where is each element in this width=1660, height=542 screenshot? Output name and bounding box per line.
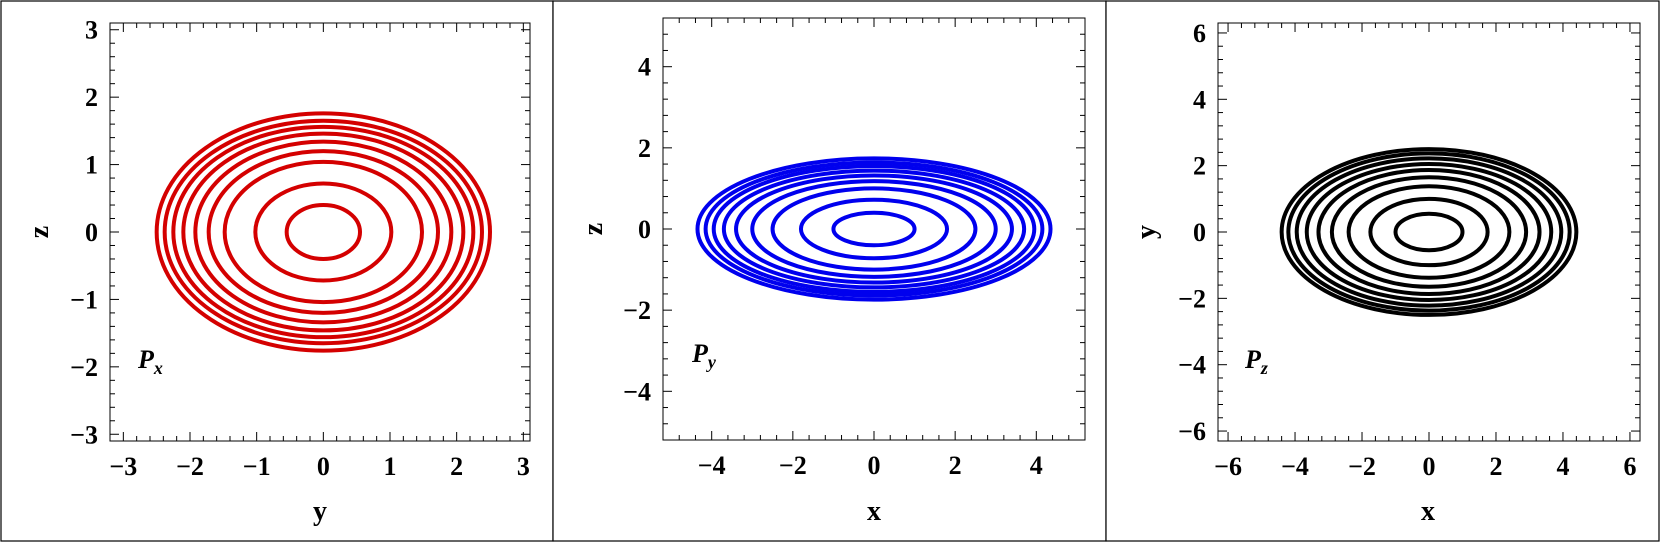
panel-py-contour-3 — [770, 186, 978, 272]
panel-py-contours — [695, 156, 1053, 302]
panel-px-x-tick-label: −3 — [109, 452, 137, 481]
panel-py-y-tick-label: −4 — [623, 377, 651, 406]
panel-px-y-axis-label: z — [24, 226, 55, 238]
panel-px-y-tick-label: 1 — [85, 151, 98, 180]
panel-px-contour-5 — [193, 139, 454, 325]
panel-pz-y-tick-label: −4 — [1178, 351, 1206, 380]
panel-pz-y-tick-label: −2 — [1178, 284, 1206, 313]
panel-py-plot-area — [662, 17, 1086, 441]
panel-px-label: Px — [137, 345, 163, 378]
panel-pz-contour-3 — [1346, 184, 1512, 280]
panel-px-contour-3 — [222, 159, 425, 305]
panel-pz-contour-8 — [1286, 151, 1572, 313]
panel-py-x-axis-label: x — [867, 496, 881, 527]
panel-pz-contours — [1279, 147, 1579, 317]
panel-px-label-main: P — [137, 345, 155, 374]
panel-pz-label-main: P — [1244, 345, 1262, 374]
panel-pz-contour-9 — [1279, 147, 1579, 317]
panel-px-x-tick-label: 2 — [450, 452, 463, 481]
panel-pz-x-tick-label: −4 — [1281, 452, 1309, 481]
panel-py-label-sub: y — [706, 352, 717, 372]
panel-px-contour-1 — [284, 203, 363, 261]
panel-px-y-tick-labels: −3 −2 −1 0 1 2 3 — [70, 16, 98, 450]
panel-py-contour-8 — [703, 160, 1045, 298]
panel-px-x-tick-label: 3 — [517, 452, 530, 481]
panel-pz: −6 −4 −2 0 2 4 6 −6 −4 −2 0 2 4 6 x y Pz — [1105, 0, 1660, 542]
panel-px-contour-9 — [154, 111, 493, 353]
panel-py-y-axis-label: z — [578, 223, 609, 235]
panel-pz-contour-2 — [1368, 196, 1490, 268]
panel-py-x-tick-label: 2 — [949, 451, 962, 480]
panel-pz-contour-1 — [1393, 211, 1465, 253]
panel-pz-x-tick-label: 6 — [1623, 452, 1636, 481]
panel-px-label-sub: x — [153, 358, 163, 378]
panel-px-contour-7 — [171, 124, 476, 340]
panel-px-x-tick-label: −1 — [243, 452, 271, 481]
panel-pz-x-tick-label: −2 — [1348, 452, 1376, 481]
panel-px-y-tick-label: −1 — [70, 285, 98, 314]
panel-py-y-tick-labels: −4 −2 0 2 4 — [623, 53, 651, 407]
panel-py-x-tick-labels: −4 −2 0 2 4 — [698, 451, 1043, 480]
panel-py-label: Py — [691, 339, 717, 372]
panel-pz-y-axis-label: y — [1131, 225, 1162, 239]
panel-pz-contour-4 — [1329, 175, 1529, 289]
panel-py-x-tick-label: −4 — [698, 451, 726, 480]
panel-px-y-tick-label: −2 — [70, 353, 98, 382]
panel-pz-y-tick-label: 2 — [1193, 152, 1206, 181]
panel-pz-contour-5 — [1316, 167, 1542, 297]
panel-px-plot-area — [109, 22, 531, 442]
panel-py-label-main: P — [691, 339, 709, 368]
panel-px-contours — [154, 111, 493, 353]
panel-pz-y-tick-label: −6 — [1178, 417, 1206, 446]
panel-pz-ticks — [1218, 23, 1640, 441]
panel-pz-x-tick-label: 2 — [1489, 452, 1502, 481]
panel-py-y-tick-label: 2 — [638, 134, 651, 163]
panel-pz-contour-7 — [1294, 156, 1564, 308]
panel-py-y-tick-label: 0 — [638, 215, 651, 244]
panel-px-contour-6 — [181, 131, 466, 333]
panel-pz-x-tick-labels: −6 −4 −2 0 2 4 6 — [1214, 452, 1636, 481]
panel-pz-x-tick-label: −6 — [1214, 452, 1242, 481]
panel-px-y-tick-label: 2 — [85, 83, 98, 112]
panel-px-y-tick-label: 3 — [85, 16, 98, 45]
panel-px-x-tick-label: −2 — [176, 452, 204, 481]
panel-py-x-tick-label: 4 — [1030, 451, 1043, 480]
panel-px-x-axis-label: y — [313, 496, 327, 527]
panel-px-contour-4 — [206, 149, 441, 315]
panel-py-contour-6 — [721, 168, 1027, 290]
panel-py-y-tick-label: −2 — [623, 296, 651, 325]
panel-pz-x-axis-label: x — [1421, 496, 1435, 527]
panel-py: −4 −2 0 2 4 −4 −2 0 2 4 x z Py — [552, 0, 1107, 542]
panel-py-contour-2 — [798, 197, 950, 261]
panel-pz-x-tick-label: 4 — [1556, 452, 1569, 481]
panel-pz-y-tick-label: 6 — [1193, 19, 1206, 48]
panel-py-contour-4 — [750, 179, 998, 279]
panel-py-ticks — [662, 17, 1086, 441]
panel-py-contour-1 — [831, 210, 917, 248]
panel-py-x-tick-label: 0 — [868, 451, 881, 480]
panel-py-x-tick-label: −2 — [779, 451, 807, 480]
panel-py-y-tick-label: 4 — [638, 53, 651, 82]
panel-py-contour-5 — [734, 173, 1014, 285]
panel-px-y-tick-label: 0 — [85, 218, 98, 247]
panel-px: −3 −2 −1 0 1 2 3 −3 −2 −1 0 1 2 3 y z Px — [0, 0, 554, 542]
panel-px-x-tick-labels: −3 −2 −1 0 1 2 3 — [109, 452, 529, 481]
panel-px-contour-8 — [162, 118, 485, 346]
panel-px-y-tick-label: −3 — [70, 420, 98, 449]
panel-px-ticks — [109, 23, 530, 441]
panel-pz-x-tick-label: 0 — [1423, 452, 1436, 481]
panel-pz-y-tick-labels: −6 −4 −2 0 2 4 6 — [1178, 19, 1206, 446]
panel-pz-y-tick-label: 0 — [1193, 218, 1206, 247]
panel-pz-y-tick-label: 4 — [1193, 85, 1206, 114]
panel-px-x-tick-label: 1 — [384, 452, 397, 481]
panel-pz-contour-6 — [1304, 161, 1554, 303]
panel-py-contour-9 — [695, 156, 1053, 302]
panel-py-contour-7 — [711, 164, 1037, 294]
panel-px-contour-2 — [253, 181, 394, 283]
panel-pz-label-sub: z — [1260, 358, 1268, 378]
panel-pz-label: Pz — [1244, 345, 1268, 378]
panel-px-x-tick-label: 0 — [317, 452, 330, 481]
